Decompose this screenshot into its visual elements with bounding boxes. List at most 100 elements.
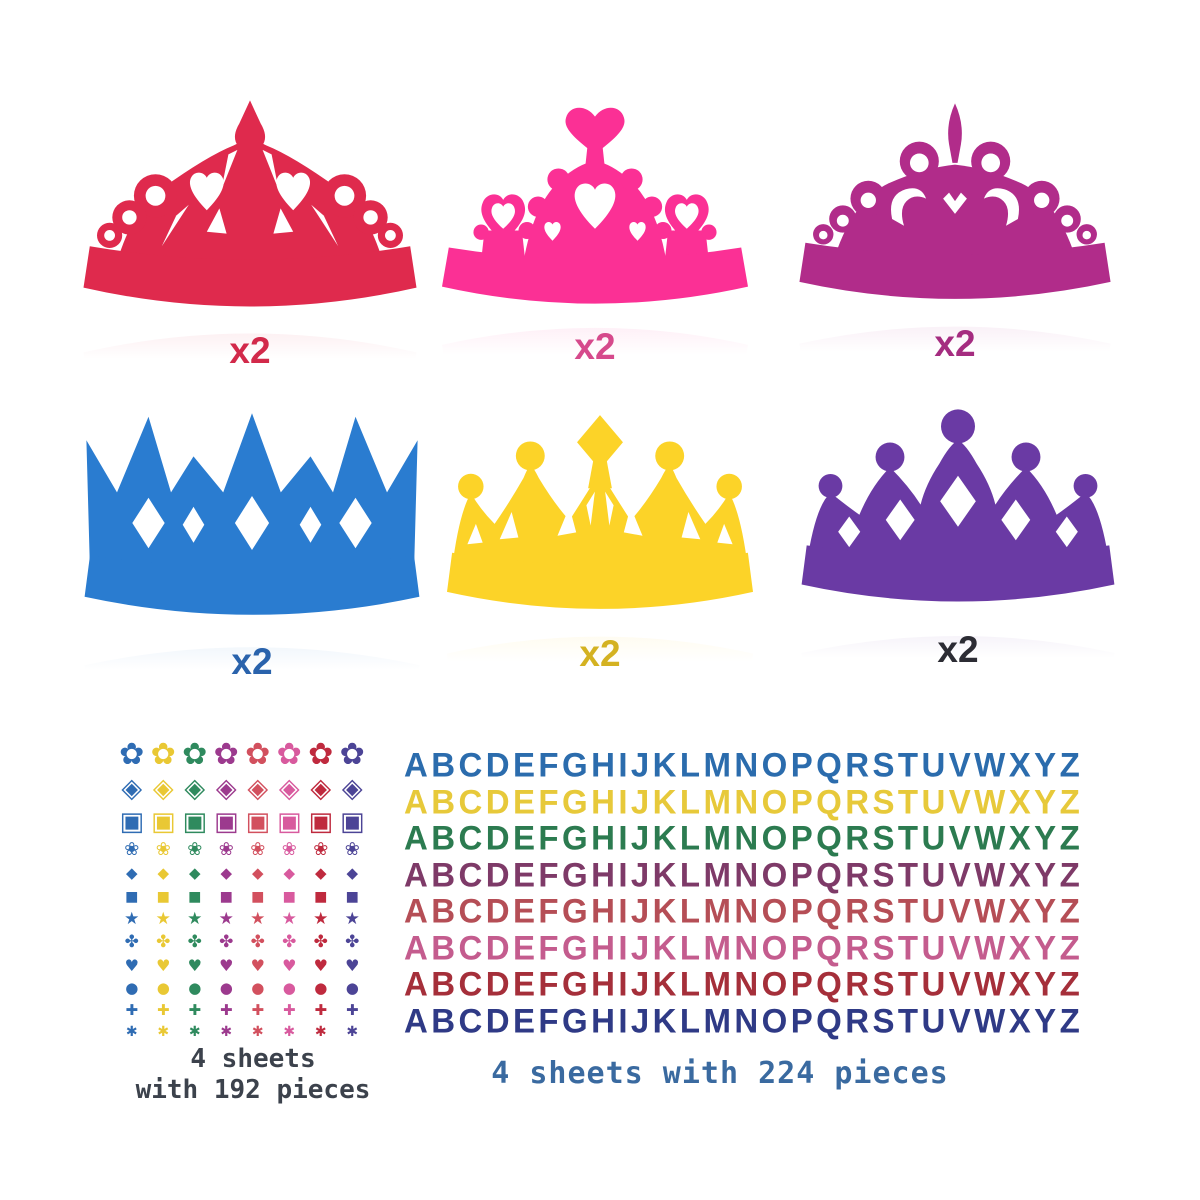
letter-sticker: V [948, 745, 971, 784]
heart-sticker-icon: ♥ [282, 955, 297, 975]
letter-sticker: U [921, 745, 946, 784]
letter-sticker: F [538, 781, 559, 821]
letter-sticker: R [845, 781, 870, 821]
clover-sticker-icon: ✚ [219, 1000, 233, 1019]
letter-sticker: S [872, 854, 895, 894]
alphabet-sheets-caption: 4 sheets with 224 pieces [491, 1056, 949, 1091]
letter-sticker: O [761, 964, 788, 1003]
dot-sticker-icon: ● [314, 978, 328, 997]
crown-slot-purple: x2 [788, 406, 1128, 670]
letter-sticker: H [591, 891, 615, 930]
letter-sticker: B [431, 818, 456, 857]
square-gem-sticker-icon: ▣ [276, 806, 302, 837]
letter-sticker: K [652, 854, 677, 894]
letter-sticker: H [591, 1000, 615, 1040]
dot-sticker-icon: ● [282, 978, 296, 997]
letter-sticker: F [538, 745, 559, 784]
letter-sticker: U [921, 927, 946, 967]
four-petal-flower-sticker-icon: ✤ [250, 932, 265, 952]
small-diamond-sticker-icon: ◆ [157, 864, 170, 882]
letter-sticker: U [921, 964, 946, 1003]
small-flower-sticker-icon: ❀ [281, 839, 297, 860]
letter-sticker: Q [816, 818, 842, 857]
letter-sticker: G [562, 927, 588, 967]
small-square-sticker-icon: ■ [125, 888, 139, 905]
letter-sticker: C [458, 891, 483, 930]
letter-sticker: I [618, 854, 628, 894]
letter-sticker: N [734, 891, 759, 930]
gem-row-small-flower: ❀ ❀ ❀ ❀ ❀ ❀ ❀ ❀ [116, 838, 368, 862]
letter-sticker: P [790, 927, 813, 967]
letter-sticker: P [790, 1000, 813, 1040]
letter-sticker: Z [1059, 927, 1080, 967]
letter-sticker: G [562, 745, 588, 784]
heart-sticker-icon: ♥ [156, 955, 171, 975]
heart-sticker-icon: ♥ [187, 955, 202, 975]
letter-sticker: M [703, 818, 732, 857]
flower-gem-sticker-icon: ✿ [119, 737, 145, 772]
letter-sticker: U [921, 854, 946, 894]
letter-sticker: A [404, 745, 428, 784]
yellow-royal-crown-icon [447, 415, 753, 609]
quantity-label: x2 [231, 641, 273, 682]
letter-sticker: T [897, 1000, 919, 1040]
small-diamond-sticker-icon: ◆ [346, 864, 359, 882]
gem-sticker-grid: ✿ ✿ ✿ ✿ ✿ ✿ ✿ ✿ ◈ ◈ ◈ ◈ ◈ ◈ ◈ ◈ ▣ ▣ ▣ ▣ ▣ ▣ ▣ ▣ ❀ ❀ ❀ ❀ ❀ ❀ ❀ ❀ ◆ ◆ ◆ ◆ ◆ ◆ ◆ ◆… [116, 738, 368, 1043]
dot-sticker-icon: ● [156, 978, 170, 997]
clover-sticker-icon: ✚ [125, 1000, 139, 1019]
letter-sticker: L [679, 927, 701, 967]
dot-sticker-icon: ● [345, 978, 359, 997]
square-gem-sticker-icon: ▣ [339, 806, 365, 837]
small-square-sticker-icon: ■ [251, 888, 265, 905]
star-sticker-icon: ★ [281, 909, 297, 929]
flower-gem-sticker-icon: ✿ [339, 737, 365, 772]
letter-sticker: A [404, 964, 428, 1003]
letter-sticker: D [485, 891, 510, 930]
small-diamond-sticker-icon: ◆ [314, 864, 327, 882]
small-square-sticker-icon: ■ [282, 888, 296, 905]
letter-sticker: H [591, 818, 615, 857]
letter-sticker: X [1008, 818, 1031, 857]
letter-sticker: O [761, 745, 788, 784]
sparkle-sticker-icon: ✱ [157, 1024, 170, 1040]
square-gem-sticker-icon: ▣ [245, 806, 271, 837]
letter-sticker: K [652, 964, 677, 1003]
letter-sticker: B [431, 1000, 456, 1040]
small-flower-sticker-icon: ❀ [344, 839, 360, 860]
letter-sticker: J [630, 781, 650, 821]
gem-caption-line1: 4 sheets [190, 1044, 316, 1074]
sparkle-sticker-icon: ✱ [346, 1024, 359, 1040]
letter-sticker: Y [1034, 1000, 1057, 1040]
letter-sticker: D [485, 818, 510, 857]
letter-sticker: W [974, 781, 1006, 821]
letter-sticker: F [538, 854, 559, 894]
letter-sticker: C [458, 818, 483, 857]
letter-sticker: I [618, 964, 628, 1003]
flower-gem-sticker-icon: ✿ [245, 737, 271, 772]
letter-sticker: T [897, 891, 919, 930]
letter-sticker: P [790, 854, 813, 894]
letter-sticker: I [618, 745, 628, 784]
letter-sticker: O [761, 891, 788, 930]
letter-sticker: B [431, 854, 456, 894]
letter-sticker: Z [1059, 964, 1080, 1003]
sparkle-sticker-icon: ✱ [314, 1024, 327, 1040]
gem-row-clover: ✚ ✚ ✚ ✚ ✚ ✚ ✚ ✚ [116, 999, 368, 1021]
letter-sticker: Y [1034, 854, 1057, 894]
letter-sticker: X [1008, 964, 1031, 1003]
letter-sticker: H [591, 781, 615, 821]
quantity-label: x2 [579, 632, 621, 674]
letter-sticker: I [618, 927, 628, 967]
square-gem-sticker-icon: ▣ [119, 806, 145, 837]
square-gem-sticker-icon: ▣ [150, 806, 176, 837]
letter-sticker: J [630, 1000, 650, 1040]
letter-sticker: S [872, 964, 895, 1003]
diamond-gem-sticker-icon: ◈ [310, 773, 332, 804]
magenta-fleur-tiara-icon [799, 103, 1111, 299]
letter-sticker: T [897, 745, 919, 784]
dot-sticker-icon: ● [219, 978, 233, 997]
letter-sticker: Q [816, 964, 842, 1003]
letter-sticker: D [485, 854, 510, 894]
letter-sticker: H [591, 854, 615, 894]
